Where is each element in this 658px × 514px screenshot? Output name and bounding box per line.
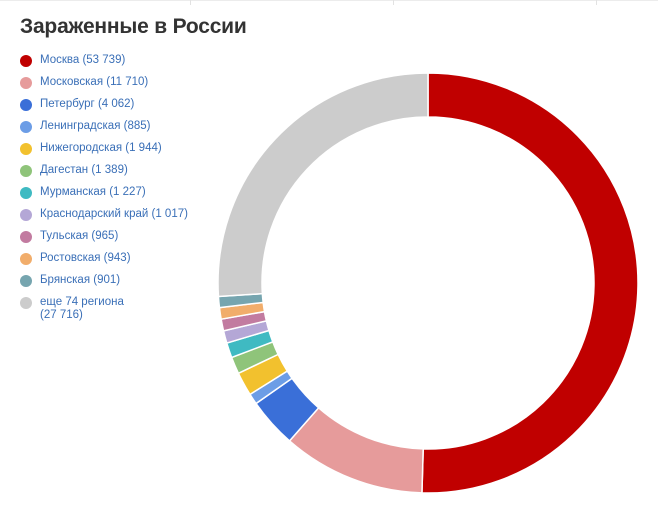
legend-label: Ростовская (943) bbox=[40, 252, 131, 264]
divider-tick bbox=[393, 0, 394, 5]
legend-swatch bbox=[20, 165, 32, 177]
chart-legend: Москва (53 739) Московская (11 710) Петерб… bbox=[20, 52, 225, 324]
legend-item[interactable]: Москва (53 739) bbox=[20, 52, 225, 74]
legend-item[interactable]: Дагестан (1 389) bbox=[20, 162, 225, 184]
donut-slice[interactable] bbox=[288, 406, 424, 494]
legend-label: Брянская (901) bbox=[40, 274, 121, 286]
legend-label-line: еще 74 региона bbox=[40, 296, 124, 308]
legend-label: Нижегородская (1 944) bbox=[40, 142, 162, 154]
legend-label: Петербург (4 062) bbox=[40, 98, 135, 110]
legend-swatch bbox=[20, 99, 32, 111]
legend-swatch bbox=[20, 231, 32, 243]
legend-label: Ленинградская (885) bbox=[40, 120, 151, 132]
legend-item[interactable]: Мурманская (1 227) bbox=[20, 184, 225, 206]
legend-label: Тульская (965) bbox=[40, 230, 119, 242]
legend-swatch bbox=[20, 77, 32, 89]
legend-label: Московская (11 710) bbox=[40, 76, 149, 88]
legend-label-line: (27 716) bbox=[40, 309, 83, 321]
legend-swatch bbox=[20, 297, 32, 309]
legend-swatch bbox=[20, 275, 32, 287]
legend-swatch bbox=[20, 187, 32, 199]
legend-item[interactable]: Краснодарский край (1 017) bbox=[20, 206, 225, 228]
legend-item[interactable]: Брянская (901) bbox=[20, 272, 225, 294]
donut-slice[interactable] bbox=[421, 72, 639, 494]
legend-swatch bbox=[20, 253, 32, 265]
legend-label: еще 74 региона (27 716) bbox=[40, 296, 225, 322]
legend-swatch bbox=[20, 143, 32, 155]
divider-tick bbox=[596, 0, 597, 5]
legend-label: Мурманская (1 227) bbox=[40, 186, 146, 198]
legend-item[interactable]: Московская (11 710) bbox=[20, 74, 225, 96]
legend-item[interactable]: Ростовская (943) bbox=[20, 250, 225, 272]
top-divider bbox=[0, 0, 658, 1]
chart-title: Зараженные в России bbox=[20, 15, 247, 38]
legend-label: Краснодарский край (1 017) bbox=[40, 208, 188, 220]
legend-item[interactable]: Ленинградская (885) bbox=[20, 118, 225, 140]
legend-item[interactable]: Петербург (4 062) bbox=[20, 96, 225, 118]
donut-slice[interactable] bbox=[217, 72, 429, 298]
legend-swatch bbox=[20, 55, 32, 67]
legend-item[interactable]: Нижегородская (1 944) bbox=[20, 140, 225, 162]
legend-swatch bbox=[20, 209, 32, 221]
legend-swatch bbox=[20, 121, 32, 133]
legend-label: Дагестан (1 389) bbox=[40, 164, 128, 176]
legend-item[interactable]: Тульская (965) bbox=[20, 228, 225, 250]
legend-item[interactable]: еще 74 региона (27 716) bbox=[20, 294, 225, 324]
divider-tick bbox=[190, 0, 191, 5]
legend-label: Москва (53 739) bbox=[40, 54, 126, 66]
